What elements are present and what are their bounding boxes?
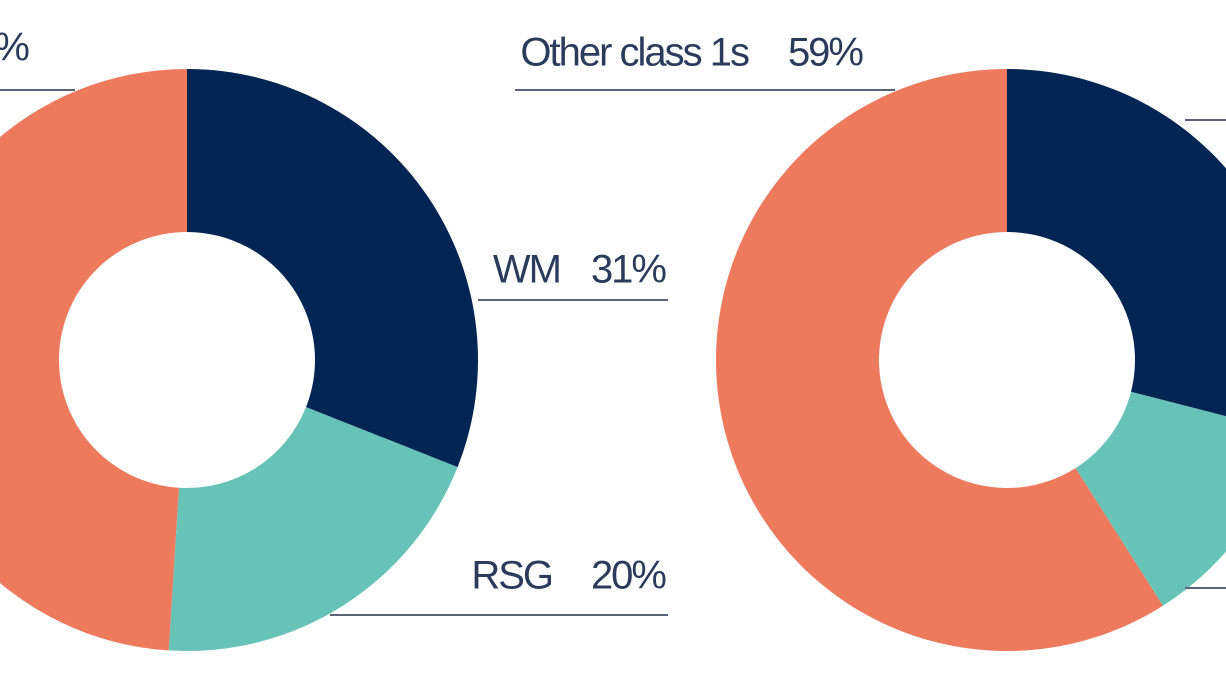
slice-value-label: 31%	[591, 248, 666, 292]
donut-slice	[1075, 391, 1226, 606]
donut-slice	[715, 69, 1163, 651]
donut-slice	[168, 407, 458, 651]
donut-slice	[1007, 69, 1226, 417]
slice-value-label: 20%	[591, 554, 666, 598]
slice-label: Other class 1s	[520, 31, 749, 75]
slice-label: RSG	[471, 554, 552, 598]
slice-value-label: 49%	[0, 26, 29, 70]
donut-slice	[0, 69, 187, 651]
slice-value-label: 59%	[788, 31, 863, 75]
slice-label: WM	[493, 248, 560, 292]
donut-slice	[187, 69, 479, 468]
